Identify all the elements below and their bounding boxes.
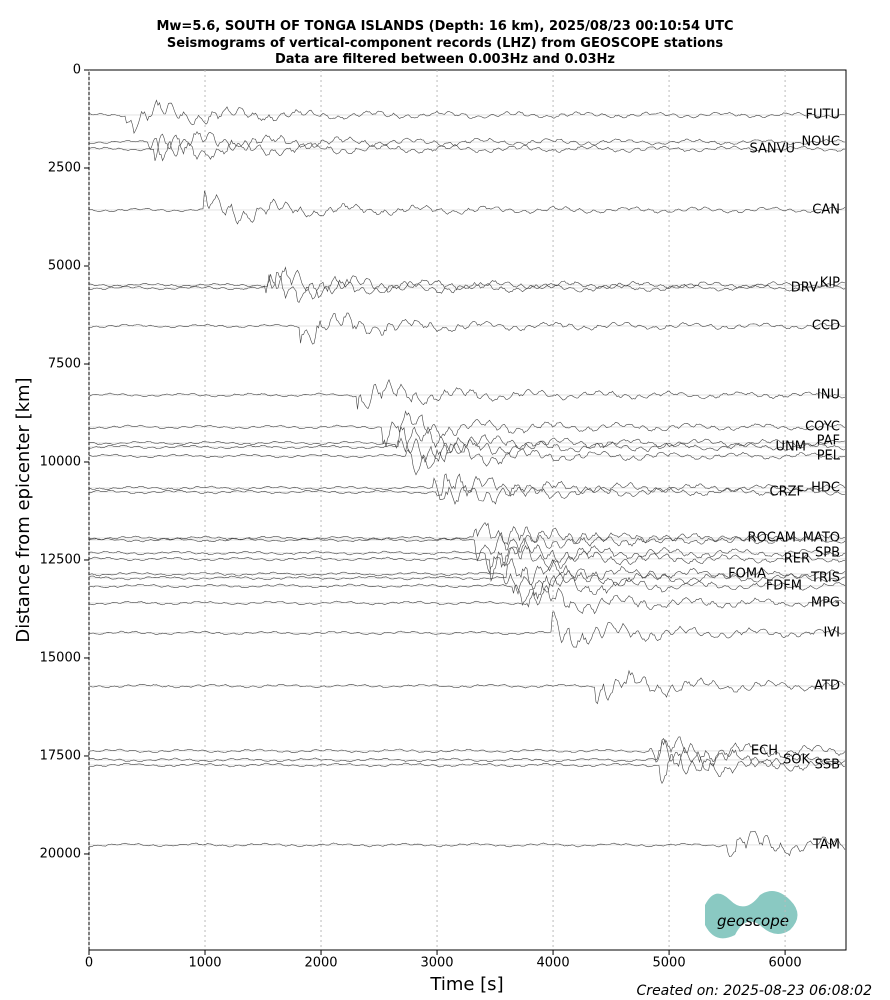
- waveform: [88, 312, 846, 345]
- y-tick-label: 17500: [40, 748, 81, 763]
- x-axis-label: Time [s]: [429, 974, 503, 995]
- x-tick-label: 5000: [653, 956, 686, 971]
- station-label: CAN: [812, 202, 840, 217]
- station-label: SPB: [815, 545, 840, 560]
- station-label: FUTU: [806, 107, 840, 122]
- waveform: [88, 736, 846, 764]
- station-label: TAM: [812, 837, 840, 852]
- x-tick-label: 0: [85, 956, 93, 971]
- station-label: TRIS: [810, 570, 840, 585]
- station-label: PEL: [817, 448, 841, 463]
- x-tick-label: 6000: [769, 956, 802, 971]
- station-label: ECH: [751, 743, 778, 758]
- station-label: CRZF: [770, 484, 805, 499]
- waveform: [88, 266, 846, 299]
- station-label: ATD: [814, 678, 840, 693]
- waveform: [88, 522, 846, 553]
- plot-frame: [88, 69, 847, 951]
- waveform: [88, 131, 846, 162]
- waveform: [88, 669, 846, 705]
- waveform: [88, 537, 846, 574]
- waveform: [88, 572, 846, 607]
- waveform: [88, 99, 846, 134]
- station-label: NOUC: [801, 135, 840, 150]
- waveform: [88, 379, 846, 410]
- waveform: [88, 746, 846, 785]
- station-label: SSB: [815, 757, 840, 772]
- waveform: [88, 272, 846, 304]
- y-tick-label: 15000: [40, 650, 81, 665]
- station-label: INU: [817, 387, 840, 402]
- x-tick-label: 3000: [420, 956, 453, 971]
- x-tick-label: 2000: [304, 956, 337, 971]
- station-label: MPG: [811, 595, 840, 610]
- station-label: UNM: [776, 439, 806, 454]
- y-tick-label: 20000: [40, 846, 81, 861]
- station-label: RER: [784, 551, 810, 566]
- y-tick-label: 10000: [40, 454, 81, 469]
- waveform: [88, 558, 846, 593]
- station-label: KIP: [820, 276, 840, 291]
- waveform: [88, 526, 846, 562]
- station-label: SOK: [783, 752, 810, 767]
- station-label: IVI: [823, 625, 840, 640]
- y-axis-label: Distance from epicenter [km]: [13, 377, 34, 642]
- footer: Created on: 2025-08-23 06:08:02: [637, 983, 873, 999]
- station-label: SANVU: [749, 141, 795, 156]
- station-label: FOMA: [728, 566, 766, 581]
- waveform: [88, 443, 846, 476]
- x-tick-label: 4000: [537, 956, 570, 971]
- station-label: CCD: [812, 319, 840, 334]
- waveform: [88, 585, 846, 615]
- y-tick-label: 7500: [48, 356, 81, 371]
- waveform: [88, 426, 846, 454]
- waveform: [88, 133, 846, 161]
- waveform: [88, 410, 846, 447]
- waveform: [89, 426, 846, 463]
- y-tick-label: 0: [73, 63, 81, 78]
- waveform: [88, 473, 846, 505]
- waveform: [88, 830, 846, 858]
- chart-subtitle: Data are filtered between 0.003Hz and 0.…: [275, 52, 615, 67]
- logo-shape: [705, 891, 798, 939]
- waveform: [88, 738, 846, 775]
- waveform: [88, 190, 846, 225]
- logo: geoscope: [705, 891, 798, 939]
- waveform: [88, 611, 846, 648]
- chart-title: Mw=5.6, SOUTH OF TONGA ISLANDS (Depth: 1…: [156, 19, 733, 34]
- station-label: DRV: [791, 280, 818, 295]
- y-tick-label: 5000: [48, 258, 81, 273]
- waveform: [88, 545, 846, 582]
- station-label: COYC: [805, 419, 840, 434]
- chart-subtitle: Seismograms of vertical-component record…: [167, 36, 723, 51]
- station-label: ROCAM: [748, 530, 796, 545]
- logo-text: geoscope: [717, 912, 789, 930]
- y-tick-label: 12500: [40, 552, 81, 567]
- station-label: HDC: [811, 480, 840, 495]
- x-tick-label: 1000: [188, 956, 221, 971]
- y-tick-label: 2500: [48, 160, 81, 175]
- station-label: FDFM: [766, 578, 802, 593]
- waveform: [89, 475, 846, 505]
